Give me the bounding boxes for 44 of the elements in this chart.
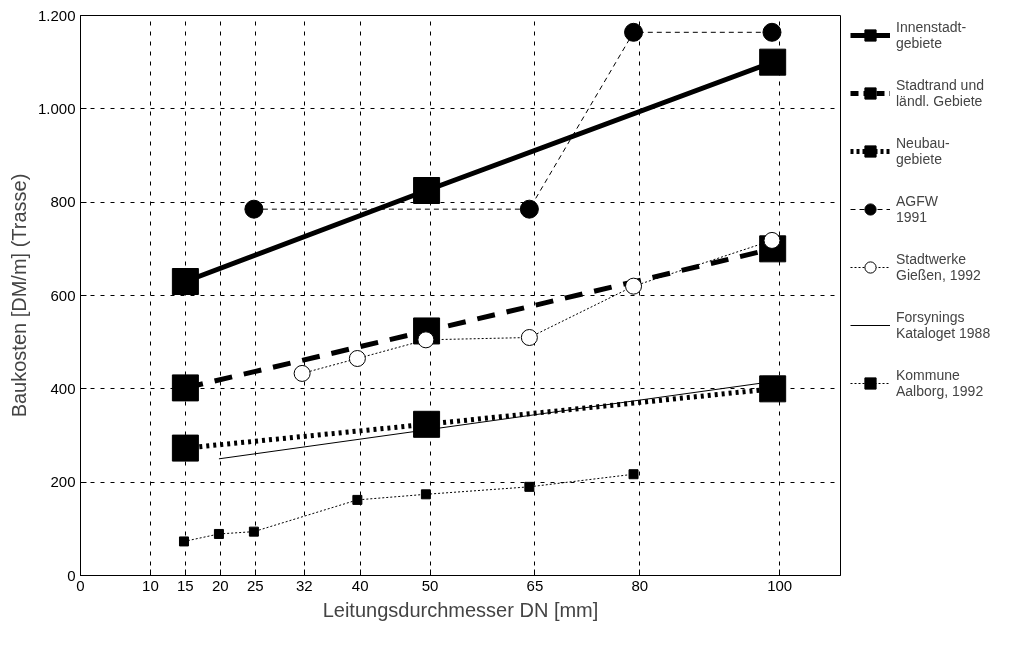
point bbox=[248, 526, 259, 537]
legend-label: Stadtrand und ländl. Gebiete bbox=[896, 76, 984, 111]
x-tick-label: 100 bbox=[767, 576, 793, 594]
x-tick-label: 20 bbox=[211, 576, 229, 594]
y-tick-label: 600 bbox=[50, 286, 76, 304]
x-tick-label: 25 bbox=[246, 576, 264, 594]
x-axis-title: Leitungsdurchmesser DN [mm] bbox=[322, 598, 599, 621]
x-tick-label: 40 bbox=[351, 576, 369, 594]
x-tick-label: 65 bbox=[526, 576, 544, 594]
point bbox=[171, 434, 199, 462]
y-tick-label: 400 bbox=[50, 379, 76, 397]
y-tick-label: 1.000 bbox=[37, 99, 76, 117]
point bbox=[625, 277, 643, 295]
point bbox=[352, 494, 363, 505]
y-tick-label: 200 bbox=[50, 473, 76, 491]
legend-label: Stadtwerke Gießen, 1992 bbox=[896, 250, 981, 285]
point bbox=[759, 48, 787, 76]
point bbox=[171, 268, 199, 295]
y-tick-label: 1.200 bbox=[37, 6, 76, 24]
legend-label: AGFW 1991 bbox=[896, 192, 938, 227]
point bbox=[759, 375, 787, 403]
point bbox=[762, 22, 782, 42]
point bbox=[413, 177, 441, 204]
y-tick-label: 800 bbox=[50, 193, 76, 211]
point bbox=[213, 528, 224, 539]
x-tick-label: 15 bbox=[177, 576, 194, 594]
point bbox=[524, 481, 535, 492]
legend-label: Forsynings Kataloget 1988 bbox=[896, 308, 991, 343]
legend-label: Kommune Aalborg, 1992 bbox=[896, 366, 984, 401]
point bbox=[420, 489, 431, 500]
point bbox=[178, 536, 189, 547]
point bbox=[624, 22, 644, 42]
point bbox=[413, 410, 441, 438]
point bbox=[171, 374, 199, 402]
x-tick-label: 80 bbox=[631, 576, 649, 594]
y-axis-title: Baukosten [DM/m] (Trasse) bbox=[7, 173, 30, 418]
point bbox=[628, 469, 639, 480]
x-tick-label: 50 bbox=[421, 576, 439, 594]
legend-label: Neubau- gebiete bbox=[896, 134, 950, 169]
x-tick-label: 10 bbox=[142, 576, 159, 594]
legend-label: Innenstadt- gebiete bbox=[896, 18, 967, 53]
point bbox=[244, 199, 264, 219]
point bbox=[519, 199, 539, 219]
x-tick-label: 32 bbox=[295, 576, 313, 594]
